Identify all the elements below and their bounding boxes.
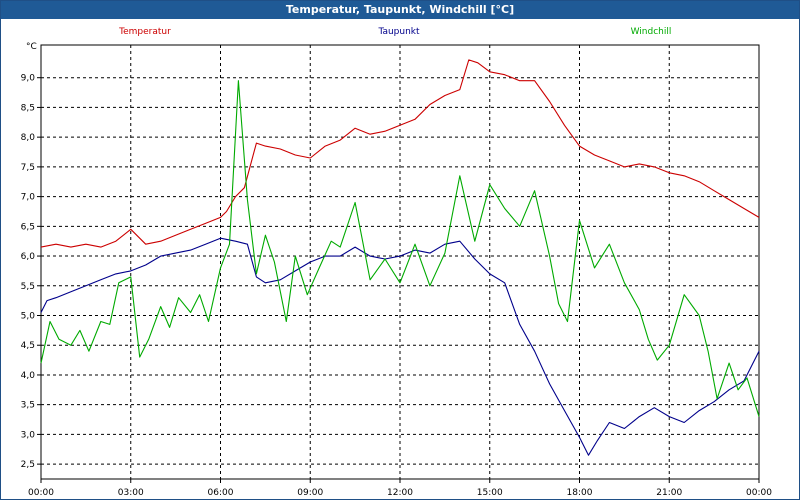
legend: Temperatur Taupunkt Windchill — [118, 27, 671, 37]
x-tick-time-label: 12:00 — [387, 488, 413, 498]
x-tick-time-label: 00:00 — [746, 488, 772, 498]
y-tick-label: 4,5 — [21, 341, 35, 351]
grid-lines — [41, 45, 759, 479]
x-axis: 00:0005.11.1603:0005.11.1606:0005.11.160… — [28, 479, 772, 498]
y-axis-label: °C — [26, 42, 37, 52]
x-tick-time-label: 21:00 — [656, 488, 682, 498]
line-chart: °C 2,5 3,0 3,5 4,0 4,5 5,0 5,5 6,0 6,5 7,0 7,5 8,0 8… — [21, 27, 773, 498]
y-tick-label: 8,5 — [21, 103, 35, 113]
y-tick-label: 3,5 — [21, 401, 35, 411]
y-axis: °C 2,5 3,0 3,5 4,0 4,5 5,0 5,5 6,0 6,5 7,0 7,5 8,0 8… — [21, 42, 41, 470]
chart-title: Temperatur, Taupunkt, Windchill [°C] — [1, 1, 799, 19]
y-tick-label: 2,5 — [21, 460, 35, 470]
y-tick-label: 7,5 — [21, 163, 35, 173]
y-tick-label: 8,0 — [21, 133, 36, 143]
legend-entry-temperatur: Temperatur — [118, 27, 171, 37]
y-tick-label: 5,5 — [21, 282, 35, 292]
x-tick-time-label: 18:00 — [567, 488, 593, 498]
series-line-taupunkt — [40, 237, 760, 456]
y-tick-label: 6,0 — [21, 252, 36, 262]
y-tick-label: 6,5 — [21, 222, 35, 232]
y-tick-label: 9,0 — [21, 74, 36, 84]
series-line-temperatur — [40, 59, 760, 248]
legend-entry-taupunkt: Taupunkt — [377, 27, 420, 37]
y-tick-label: 5,0 — [21, 312, 36, 322]
y-tick-label: 3,0 — [21, 430, 36, 440]
x-tick-time-label: 03:00 — [118, 488, 144, 498]
x-tick-time-label: 15:00 — [477, 488, 503, 498]
x-tick-time-label: 09:00 — [297, 488, 323, 498]
series-line-windchill — [40, 80, 760, 417]
series-lines — [40, 59, 760, 456]
y-tick-label: 7,0 — [21, 193, 36, 203]
y-tick-label: 4,0 — [21, 371, 36, 381]
legend-entry-windchill: Windchill — [631, 27, 672, 37]
x-tick-time-label: 00:00 — [28, 488, 54, 498]
x-tick-time-label: 06:00 — [208, 488, 234, 498]
